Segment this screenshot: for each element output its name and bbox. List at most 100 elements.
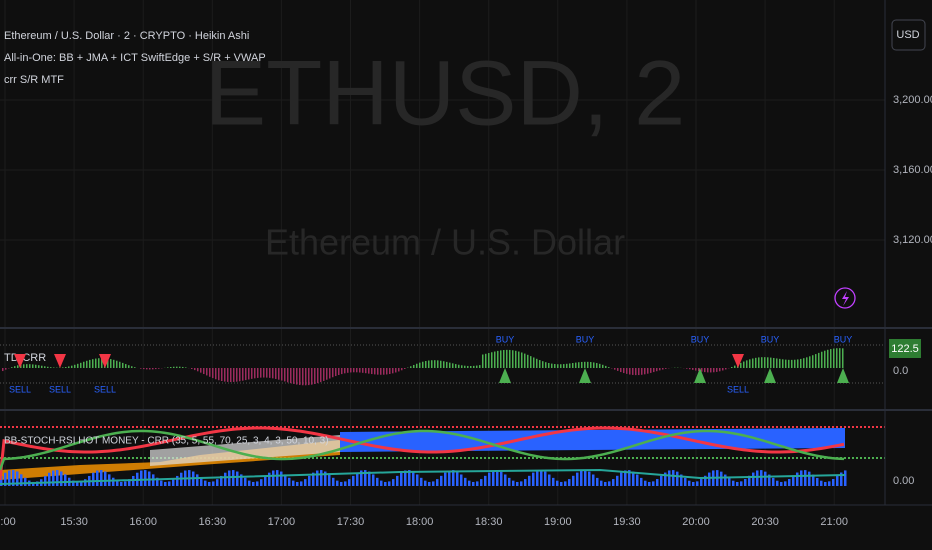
price-label: 3,160.00: [893, 164, 932, 176]
volume-bar: [672, 470, 675, 486]
hist-bar: [317, 368, 319, 384]
volume-bar: [620, 472, 623, 486]
volume-bar: [416, 474, 419, 486]
grid: [0, 0, 885, 505]
alert-icon[interactable]: [834, 287, 856, 309]
hist-bar: [179, 366, 181, 368]
alert-bolt: [842, 291, 849, 306]
hist-bar: [503, 350, 505, 368]
volume-bar: [420, 477, 423, 486]
hist-bar: [263, 368, 265, 378]
hist-bar: [305, 368, 307, 386]
sell-arrow: [54, 354, 66, 368]
volume-bar: [400, 472, 403, 486]
volume-bar: [564, 481, 567, 486]
volume-bar: [652, 481, 655, 486]
indicator-label: crr S/R MTF: [4, 74, 64, 86]
hist-bar: [98, 358, 100, 368]
volume-bar: [452, 470, 455, 486]
hist-bar: [200, 368, 202, 373]
volume-bar: [584, 470, 587, 486]
hist-bar: [290, 368, 292, 384]
volume-bar: [424, 480, 427, 486]
volume-bar: [280, 471, 283, 486]
hist-bar: [308, 368, 310, 386]
hist-bar: [128, 365, 130, 368]
hist-bar: [560, 364, 562, 368]
hist-bar: [482, 354, 484, 368]
volume-bar: [348, 479, 351, 486]
hist-bar: [431, 360, 433, 368]
volume-bar: [528, 475, 531, 486]
volume-bar: [352, 475, 355, 486]
hist-bar: [626, 368, 628, 374]
hist-bar: [710, 368, 712, 373]
volume-bar: [524, 479, 527, 486]
volume-bar: [80, 481, 83, 486]
hist-bar: [131, 366, 133, 368]
hist-bar: [155, 368, 157, 370]
volume-bar: [128, 479, 131, 486]
hist-bar: [5, 368, 7, 370]
volume-bar: [376, 477, 379, 486]
hist-bar: [506, 349, 508, 368]
buy-arrow: [694, 368, 706, 383]
hist-bar: [65, 367, 67, 368]
hist-bar: [572, 363, 574, 368]
hist-bar: [587, 361, 589, 368]
currency-button[interactable]: [891, 19, 926, 51]
volume-bar: [316, 470, 319, 486]
volume-bar: [300, 481, 303, 486]
zero-label: 0.0: [893, 365, 908, 377]
hist-bar: [68, 366, 70, 368]
hist-bar: [323, 368, 325, 381]
volume-bar: [612, 479, 615, 486]
hist-bar: [569, 363, 571, 368]
hist-bar: [266, 368, 268, 378]
volume-bar: [520, 481, 523, 486]
time-label: 17:00: [268, 516, 296, 528]
hist-bar: [335, 368, 337, 377]
hist-bar: [158, 368, 160, 369]
hist-bar: [806, 357, 808, 368]
time-label: 21:00: [820, 516, 848, 528]
hist-bar: [251, 368, 253, 379]
hist-bar: [530, 356, 532, 368]
volume-bar: [232, 470, 235, 486]
volume-bar: [408, 470, 411, 486]
volume-bar: [208, 481, 211, 486]
hist-bar: [500, 350, 502, 368]
hist-bar: [485, 353, 487, 368]
sell-arrow: [99, 354, 111, 368]
time-label: 15:30: [60, 516, 88, 528]
time-label: 19:30: [613, 516, 641, 528]
time-label: 17:30: [337, 516, 365, 528]
volume-bar: [744, 479, 747, 486]
hist-bar: [755, 357, 757, 368]
hist-bar: [185, 367, 187, 368]
volume-bar: [236, 471, 239, 486]
volume-bar: [644, 480, 647, 486]
volume-bar: [20, 474, 23, 486]
hist-bar: [818, 352, 820, 368]
volume-bar: [284, 474, 287, 486]
hist-bar: [509, 349, 511, 368]
volume-bar: [260, 479, 263, 486]
hist-bar: [629, 368, 631, 375]
volume-bar: [112, 477, 115, 486]
hist-bar: [50, 367, 52, 368]
volume-bar: [480, 479, 483, 486]
hist-bar: [491, 352, 493, 368]
hist-bar: [413, 364, 415, 368]
volume-bar: [792, 475, 795, 486]
hist-bar: [47, 366, 49, 368]
hist-bar: [734, 365, 736, 368]
volume-bar: [72, 480, 75, 486]
volume-bar: [704, 475, 707, 486]
hist-bar: [653, 368, 655, 373]
volume-bar: [728, 477, 731, 486]
hist-bar: [488, 353, 490, 368]
currency-label[interactable]: USD: [896, 29, 919, 41]
volume-bar: [764, 471, 767, 486]
time-label: 20:30: [751, 516, 779, 528]
